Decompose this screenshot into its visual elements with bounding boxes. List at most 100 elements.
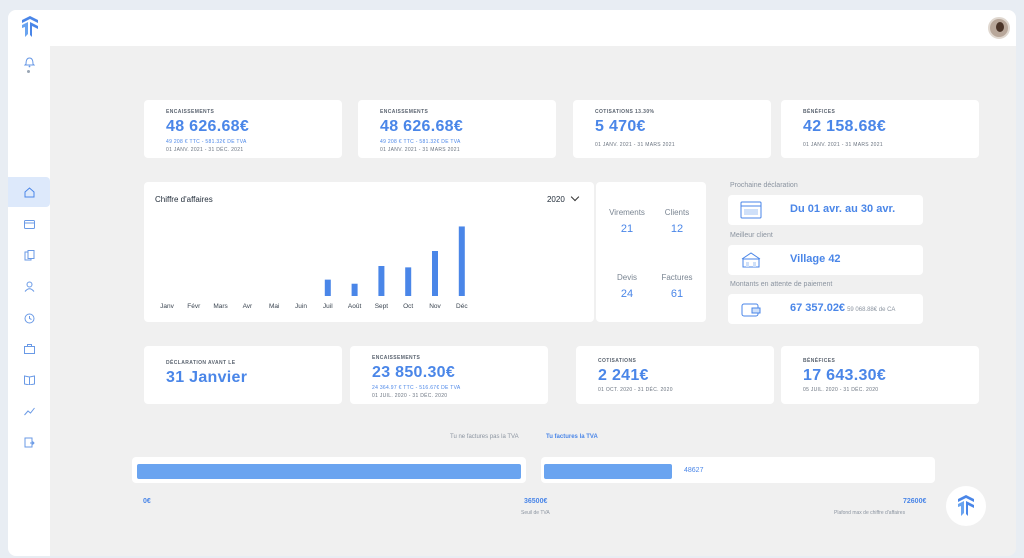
user-icon[interactable] — [20, 277, 38, 295]
scale-min: 0€ — [143, 498, 151, 505]
stat-value: 21 — [620, 223, 634, 235]
best-client-value: Village 42 — [790, 253, 841, 265]
stat-label: Virements — [609, 208, 645, 217]
kpi-label: DÉCLARATION AVANT LE — [166, 360, 236, 366]
toggle-vat[interactable]: Tu factures la TVA — [546, 434, 598, 440]
month-tick-label: Déc — [456, 303, 468, 310]
kpi-period: 01 JANV. 2021 - 31 DÉC. 2021 — [166, 147, 244, 153]
bar-sept — [378, 266, 385, 296]
vat-threshold-fill — [137, 464, 521, 479]
stat-label: Devis — [616, 273, 637, 282]
kpi-card: DÉCLARATION AVANT LE 31 Janvier — [144, 346, 342, 404]
wallet-icon — [741, 303, 761, 317]
export-icon[interactable] — [20, 433, 38, 451]
bar-oct — [405, 267, 412, 296]
next-declaration-card[interactable]: Du 01 avr. au 30 avr. — [728, 195, 923, 225]
stat-value: 24 — [620, 288, 634, 300]
stat-label: Clients — [664, 208, 690, 217]
kpi-value: 5 470€ — [595, 118, 646, 135]
kpi-label: BÉNÉFICES — [803, 109, 836, 115]
notification-dot — [27, 70, 30, 73]
kpi-period: 01 OCT. 2020 - 31 DÉC. 2020 — [598, 387, 673, 393]
kpi-period: 01 JANV. 2021 - 31 MARS 2021 — [380, 147, 460, 153]
best-client-card[interactable]: Village 42 — [728, 245, 923, 275]
vat-threshold-bar — [132, 457, 526, 483]
bar-juil — [324, 279, 331, 296]
kpi-label: ENCAISSEMENTS — [372, 355, 421, 361]
pending-payments-card[interactable]: 67 357.02€ 59 068.88€ de CA — [728, 294, 923, 324]
kpi-value: 31 Janvier — [166, 369, 248, 386]
revenue-bar-chart: Janv Févr Mars Avr Mai Juin Juil Août Sept Oct Nov… — [160, 226, 468, 310]
app-frame: ENCAISSEMENTS 48 626.68€ 49 208 € TTC - … — [8, 10, 1016, 556]
best-client-label: Meilleur client — [730, 232, 773, 239]
home-icon[interactable] — [20, 183, 38, 201]
chart-icon[interactable] — [20, 402, 38, 420]
kpi-card: BÉNÉFICES 17 643.30€ 05 JUIL. 2020 - 31 … — [781, 346, 979, 404]
pending-amount: 67 357.02€ — [790, 302, 846, 314]
revenue-cap-fill — [544, 464, 673, 479]
card-icon[interactable] — [20, 215, 38, 233]
kpi-value: 42 158.68€ — [803, 118, 887, 135]
revenue-cap-value: 48627 — [684, 467, 704, 474]
chart-title: Chiffre d'affaires — [155, 195, 213, 204]
kpi-label: ENCAISSEMENTS — [166, 109, 215, 115]
pending-sub: 59 068.88€ de CA — [847, 307, 896, 313]
kpi-card: ENCAISSEMENTS 48 626.68€ 49 208 € TTC - … — [144, 100, 342, 158]
month-tick-label: Juin — [295, 303, 307, 310]
kpi-card: ENCAISSEMENTS 23 850.30€ 24 364.97 € TTC… — [350, 346, 548, 404]
kpi-value: 17 643.30€ — [803, 367, 887, 384]
kpi-value: 23 850.30€ — [372, 364, 456, 381]
bar-août — [351, 283, 358, 296]
calendar-icon — [740, 201, 762, 219]
month-tick-label: Août — [348, 303, 362, 310]
sidebar — [8, 10, 50, 556]
stat-label: Factures — [661, 273, 693, 282]
month-tick-label: Nov — [429, 303, 441, 310]
avatar[interactable] — [988, 17, 1010, 39]
top-bar — [50, 10, 1016, 46]
kpi-card: COTISATIONS 13.30% 5 470€ 01 JANV. 2021 … — [573, 100, 771, 158]
stat-value: 12 — [670, 223, 684, 235]
next-declaration-label: Prochaine déclaration — [730, 182, 798, 189]
documents-icon[interactable] — [20, 246, 38, 264]
bar-déc — [458, 226, 465, 296]
kpi-label: COTISATIONS — [598, 358, 637, 364]
bell-icon[interactable] — [20, 53, 38, 71]
toggle-no-vat[interactable]: Tu ne factures pas la TVA — [450, 434, 519, 440]
kpi-card: BÉNÉFICES 42 158.68€ 01 JANV. 2021 - 31 … — [781, 100, 979, 158]
month-tick-label: Avr — [243, 303, 253, 310]
bar-nov — [432, 251, 438, 296]
sidebar-active-indicator — [8, 177, 50, 207]
kpi-sub: 49 208 € TTC - 581.32€ DE TVA — [166, 139, 247, 145]
help-button[interactable] — [946, 486, 986, 526]
month-tick-label: Janv — [160, 303, 174, 310]
kpi-label: BÉNÉFICES — [803, 358, 836, 364]
month-tick-label: Oct — [403, 303, 413, 310]
kpi-period: 01 JANV. 2021 - 31 MARS 2021 — [595, 142, 675, 148]
month-tick-label: Sept — [375, 303, 389, 310]
month-tick-label: Févr — [187, 303, 201, 310]
clock-icon[interactable] — [20, 309, 38, 327]
kpi-card: ENCAISSEMENTS 48 626.68€ 49 208 € TTC - … — [358, 100, 556, 158]
pending-value: 67 357.02€ 59 068.88€ de CA — [790, 302, 895, 314]
kpi-period: 01 JUIL. 2020 - 31 DÉC. 2020 — [372, 393, 448, 399]
book-icon[interactable] — [20, 371, 38, 389]
kpi-period: 01 JANV. 2021 - 31 MARS 2021 — [803, 142, 883, 148]
revenue-chart-card: Chiffre d'affaires 2020 Janv Févr Mars Avr M… — [144, 182, 594, 322]
month-tick-label: Mai — [269, 303, 279, 310]
year-select[interactable]: 2020 — [546, 192, 580, 204]
kpi-sub: 49 208 € TTC - 581.32€ DE TVA — [380, 139, 461, 145]
stats-card: Virements 21 Clients 12 Devis 24 Facture… — [596, 182, 706, 322]
month-tick-label: Mars — [213, 303, 228, 310]
year-value: 2020 — [546, 195, 565, 204]
pending-label: Montants en attente de paiement — [730, 281, 833, 288]
scale-mid-caption: Seuil de TVA — [521, 510, 550, 516]
kpi-value: 2 241€ — [598, 367, 649, 384]
app-logo[interactable] — [20, 16, 40, 38]
briefcase-icon[interactable] — [20, 340, 38, 358]
kpi-card: COTISATIONS 2 241€ 01 OCT. 2020 - 31 DÉC… — [576, 346, 774, 404]
scale-max-caption: Plafond max de chiffre d'affaires — [834, 510, 906, 516]
stat-value: 61 — [670, 288, 684, 300]
chevron-down-icon — [570, 192, 580, 202]
scale-max: 72600€ — [903, 498, 927, 505]
